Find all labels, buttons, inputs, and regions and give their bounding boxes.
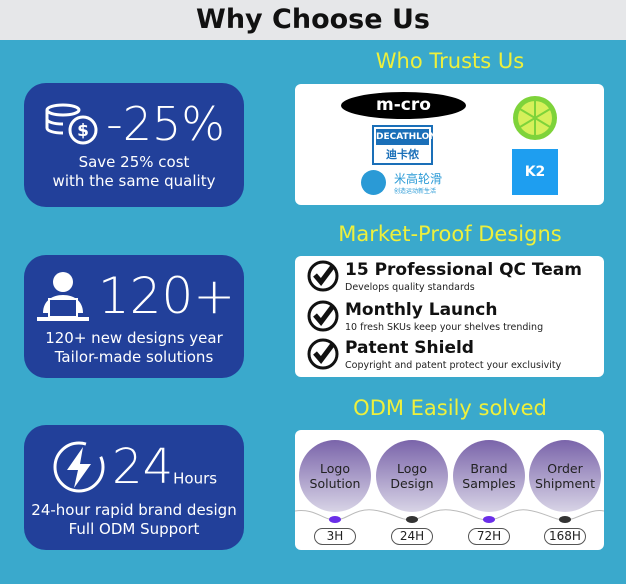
odm-step-2: Brand Samples: [453, 440, 525, 512]
person-laptop-icon: [36, 272, 89, 321]
trust-title: Who Trusts Us: [375, 49, 525, 73]
cost-line1: Save 25% cost: [78, 153, 190, 171]
check-circle-icon: [307, 338, 339, 370]
lime-logo: [513, 96, 557, 140]
step-label: Shipment: [535, 476, 595, 491]
step-time: 168H: [544, 528, 586, 545]
page-title: Why Choose Us: [0, 0, 626, 40]
hours-unit: Hours: [173, 469, 218, 488]
micro-logo: m-cro: [341, 92, 466, 119]
step-label: Design: [390, 476, 434, 491]
check-circle-icon: [307, 260, 339, 292]
step-time: 24H: [391, 528, 433, 545]
step-dot: [559, 516, 571, 523]
cost-card: $ -25% Save 25% cost with the same quali…: [24, 83, 244, 207]
step-time: 72H: [468, 528, 510, 545]
step-time: 3H: [314, 528, 356, 545]
designs-card: 120+ 120+ new designs year Tailor-made s…: [24, 255, 244, 378]
cost-value: -25%: [106, 97, 225, 151]
hours-value: 24: [112, 439, 174, 495]
odm-step-0: Logo Solution: [299, 440, 371, 512]
coins-dollar-icon: $: [45, 103, 98, 145]
cost-line2: with the same quality: [52, 172, 216, 190]
wave-line: [295, 509, 604, 521]
step-label: Brand: [470, 461, 508, 476]
step-label: Logo: [320, 461, 350, 476]
k2-logo: K2: [512, 149, 558, 195]
market-title: Market-Proof Designs: [338, 222, 562, 246]
check-circle-icon: [307, 300, 339, 332]
patent-item: Patent Shield Copyright and patent protec…: [307, 338, 561, 374]
step-label: Solution: [309, 476, 361, 491]
step-dot: [329, 516, 341, 523]
decathlon-logo: DECATHLON 迪卡侬: [372, 125, 437, 165]
odm-panel: Logo Solution 3H Logo Design 24H Brand Sample…: [295, 430, 604, 550]
designs-line2: Tailor-made solutions: [54, 348, 214, 366]
mihigh-logo: 米高轮滑 创造运动新生活: [361, 170, 451, 200]
hours-card: 24Hours 24-hour rapid brand design Full …: [24, 425, 244, 550]
market-panel: 15 Professional QC Team Develops quality …: [295, 256, 604, 377]
designs-line1: 120+ new designs year: [45, 329, 223, 347]
designs-value: 120+: [97, 267, 236, 325]
odm-step-3: Order Shipment: [529, 440, 601, 512]
step-dot: [406, 516, 418, 523]
hours-line2: Full ODM Support: [68, 520, 200, 538]
step-dot: [483, 516, 495, 523]
step-label: Logo: [397, 461, 427, 476]
lightning-icon: [53, 441, 105, 493]
qc-item: 15 Professional QC Team Develops quality …: [307, 260, 582, 296]
step-label: Samples: [462, 476, 516, 491]
trust-logos-panel: m-cro DECATHLON 迪卡侬 米高轮滑 创造运动新生活 K2: [295, 84, 604, 205]
monthly-item: Monthly Launch 10 fresh SKUs keep your sh…: [307, 300, 543, 336]
odm-step-1: Logo Design: [376, 440, 448, 512]
odm-title: ODM Easily solved: [353, 396, 547, 420]
step-label: Order: [547, 461, 583, 476]
hours-line1: 24-hour rapid brand design: [31, 501, 237, 519]
svg-text:$: $: [77, 121, 89, 141]
